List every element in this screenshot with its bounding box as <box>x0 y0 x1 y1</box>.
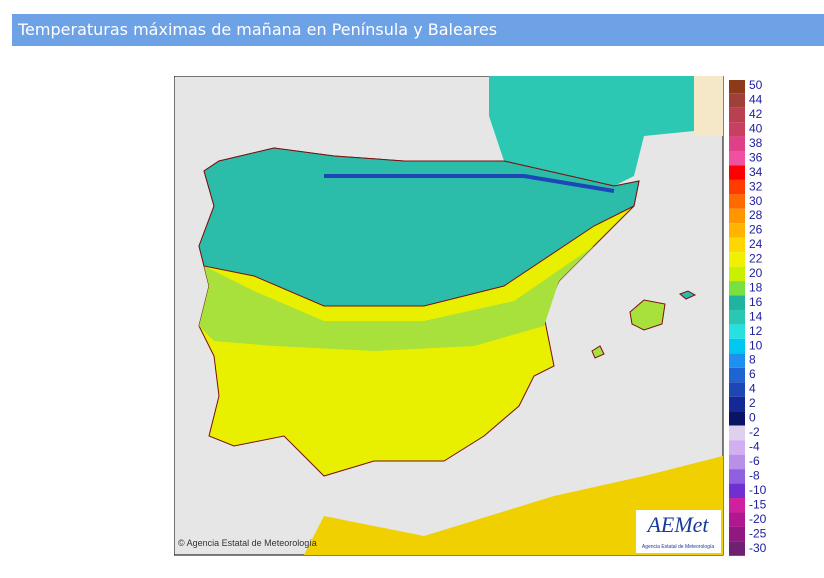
africa <box>304 456 723 555</box>
legend-swatch <box>729 165 745 180</box>
legend-label: 34 <box>749 165 763 179</box>
legend-label: 18 <box>749 280 763 294</box>
legend: 5044424038363432302826242220181614121086… <box>729 80 767 556</box>
legend-swatch <box>729 526 745 542</box>
legend-swatch <box>729 483 745 499</box>
legend-swatch <box>729 93 745 108</box>
legend-label: -2 <box>749 425 760 439</box>
legend-label: 2 <box>749 396 756 410</box>
legend-label: 20 <box>749 266 763 280</box>
legend-label: 0 <box>749 411 756 425</box>
legend-swatch <box>729 425 745 441</box>
land-corner <box>694 76 723 136</box>
legend-label: -30 <box>749 541 767 555</box>
legend-swatch <box>729 309 745 325</box>
legend-label: 50 <box>749 80 763 92</box>
legend-label: -25 <box>749 526 767 540</box>
legend-label: 22 <box>749 252 763 266</box>
legend-swatch <box>729 223 745 238</box>
legend-label: 6 <box>749 367 756 381</box>
legend-swatch <box>729 151 745 166</box>
legend-label: 38 <box>749 136 763 150</box>
legend-swatch <box>729 498 745 513</box>
header-bar: Temperaturas máximas de mañana en Peníns… <box>12 14 824 46</box>
legend-swatch <box>729 512 745 527</box>
legend-swatch <box>729 541 745 556</box>
legend-swatch <box>729 324 745 339</box>
legend-swatch <box>729 208 745 224</box>
legend-label: 32 <box>749 179 763 193</box>
copyright: © Agencia Estatal de Meteorología <box>178 538 317 548</box>
legend-swatch <box>729 338 745 354</box>
legend-label: 12 <box>749 324 763 338</box>
page-title: Temperaturas máximas de mañana en Peníns… <box>18 20 498 39</box>
legend-swatch <box>729 396 745 412</box>
legend-label: -10 <box>749 483 767 497</box>
legend-swatch <box>729 281 745 296</box>
legend-label: -4 <box>749 440 760 454</box>
legend-swatch <box>729 454 745 470</box>
legend-swatch <box>729 136 745 152</box>
legend-label: -15 <box>749 497 767 511</box>
legend-swatch <box>729 266 745 282</box>
legend-swatch <box>729 382 745 397</box>
menorca <box>679 290 697 300</box>
legend-label: 42 <box>749 107 763 121</box>
legend-label: -20 <box>749 512 767 526</box>
legend-label: -8 <box>749 469 760 483</box>
logo: AEMet <box>645 512 709 537</box>
legend-label: 4 <box>749 382 756 396</box>
legend-swatch <box>729 122 745 137</box>
legend-label: -6 <box>749 454 760 468</box>
logo-subtitle: Agencia Estatal de Meteorología <box>642 544 714 550</box>
legend-swatch <box>729 367 745 383</box>
green-band <box>199 246 594 351</box>
legend-swatch <box>729 107 745 123</box>
legend-label: 8 <box>749 353 756 367</box>
legend-swatch <box>729 252 745 267</box>
legend-swatch <box>729 80 745 94</box>
legend-swatch <box>729 353 745 368</box>
logo-box <box>636 510 721 553</box>
legend-label: 40 <box>749 122 763 136</box>
legend-swatch <box>729 237 745 253</box>
temperature-map: AEMet Agencia Estatal de Meteorología © … <box>174 76 724 556</box>
legend-label: 26 <box>749 223 763 237</box>
legend-label: 10 <box>749 338 763 352</box>
legend-swatch <box>729 411 745 426</box>
legend-swatch <box>729 194 745 209</box>
legend-swatch <box>729 469 745 484</box>
north-region <box>198 147 640 307</box>
ibiza <box>591 345 605 359</box>
france <box>489 76 694 186</box>
mallorca <box>629 299 666 331</box>
mountains <box>324 174 615 193</box>
legend-label: 24 <box>749 237 763 251</box>
legend-label: 28 <box>749 208 763 222</box>
legend-label: 44 <box>749 93 763 107</box>
legend-swatch <box>729 295 745 310</box>
legend-label: 14 <box>749 309 763 323</box>
legend-label: 16 <box>749 295 763 309</box>
legend-label: 36 <box>749 150 763 164</box>
legend-swatch <box>729 440 745 455</box>
legend-swatch <box>729 179 745 195</box>
legend-label: 30 <box>749 194 763 208</box>
